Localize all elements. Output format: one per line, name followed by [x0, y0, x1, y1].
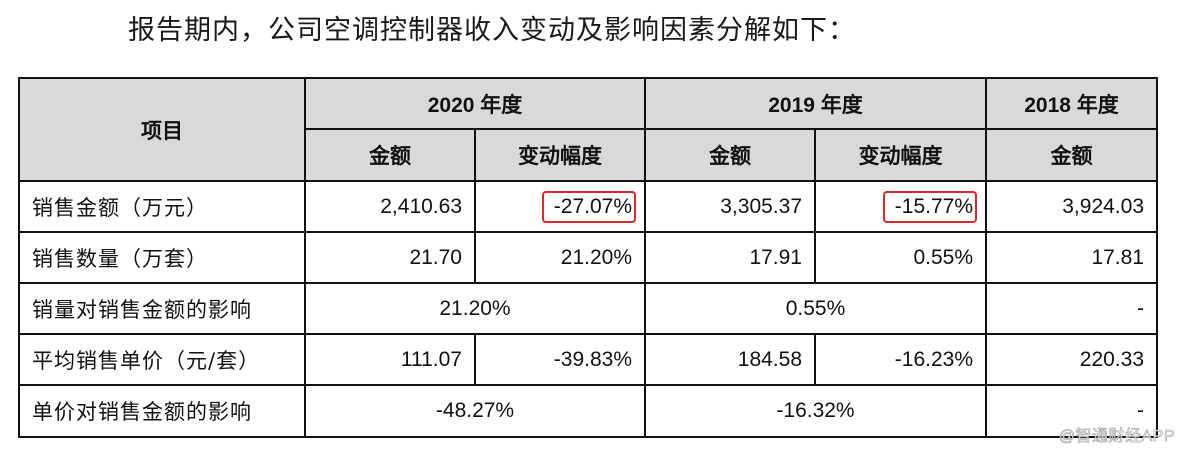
row-label: 平均销售单价（元/套） [18, 333, 306, 386]
row-label: 销量对销售金额的影响 [18, 282, 306, 335]
cell-2018-amount: - [985, 282, 1158, 335]
cell-2019-change: -16.23% [814, 333, 987, 386]
header-year-2020: 2020 年度 [304, 77, 646, 130]
row-label: 销售金额（万元） [18, 180, 306, 233]
cell-2020-change: -27.07% [474, 180, 646, 233]
row-label: 单价对销售金额的影响 [18, 384, 306, 438]
header-2019-change: 变动幅度 [814, 128, 987, 182]
cell-2019-merged: -16.32% [644, 384, 987, 438]
cell-2020-amount: 2,410.63 [304, 180, 476, 233]
cell-2019-merged: 0.55% [644, 282, 987, 335]
watermark: @智通财经APP [1058, 428, 1175, 446]
header-2019-amount: 金额 [644, 128, 816, 182]
page-heading: 报告期内，公司空调控制器收入变动及影响因素分解如下： [128, 15, 856, 46]
cell-2019-amount: 184.58 [644, 333, 816, 386]
table-row-price-impact: 单价对销售金额的影响 -48.27% -16.32% - [18, 384, 1158, 438]
cell-2018-amount: 3,924.03 [985, 180, 1158, 233]
cell-2019-amount: 17.91 [644, 231, 816, 284]
cell-2020-change: -39.83% [474, 333, 646, 386]
table-row-sales-volume: 销售数量（万套） 21.70 21.20% 17.91 0.55% 17.81 [18, 231, 1158, 284]
table-row-volume-impact: 销量对销售金额的影响 21.20% 0.55% - [18, 282, 1158, 335]
cell-2020-amount: 21.70 [304, 231, 476, 284]
cell-2018-amount: - [985, 384, 1158, 438]
header-item: 项目 [18, 77, 306, 182]
cell-2019-amount: 3,305.37 [644, 180, 816, 233]
table-row-sales-amount: 销售金额（万元） 2,410.63 -27.07% 3,305.37 -15.7… [18, 180, 1158, 233]
highlight-box: -27.07% [541, 190, 636, 223]
table-row-avg-price: 平均销售单价（元/套） 111.07 -39.83% 184.58 -16.23… [18, 333, 1158, 386]
header-2018-amount: 金额 [985, 128, 1158, 182]
cell-2020-amount: 111.07 [304, 333, 476, 386]
revenue-breakdown-table: 项目 2020 年度 2019 年度 2018 年度 金额 变动幅度 金额 变动… [18, 77, 1158, 438]
row-label: 销售数量（万套） [18, 231, 306, 284]
cell-2018-amount: 220.33 [985, 333, 1158, 386]
cell-2020-change: 21.20% [474, 231, 646, 284]
cell-2019-change: 0.55% [814, 231, 987, 284]
header-2020-change: 变动幅度 [474, 128, 646, 182]
cell-2020-merged: 21.20% [304, 282, 646, 335]
highlight-box: -15.77% [882, 190, 977, 223]
header-2020-amount: 金额 [304, 128, 476, 182]
cell-2019-change: -15.77% [814, 180, 987, 233]
cell-2018-amount: 17.81 [985, 231, 1158, 284]
header-year-2018: 2018 年度 [985, 77, 1158, 130]
cell-2020-merged: -48.27% [304, 384, 646, 438]
header-year-2019: 2019 年度 [644, 77, 987, 130]
